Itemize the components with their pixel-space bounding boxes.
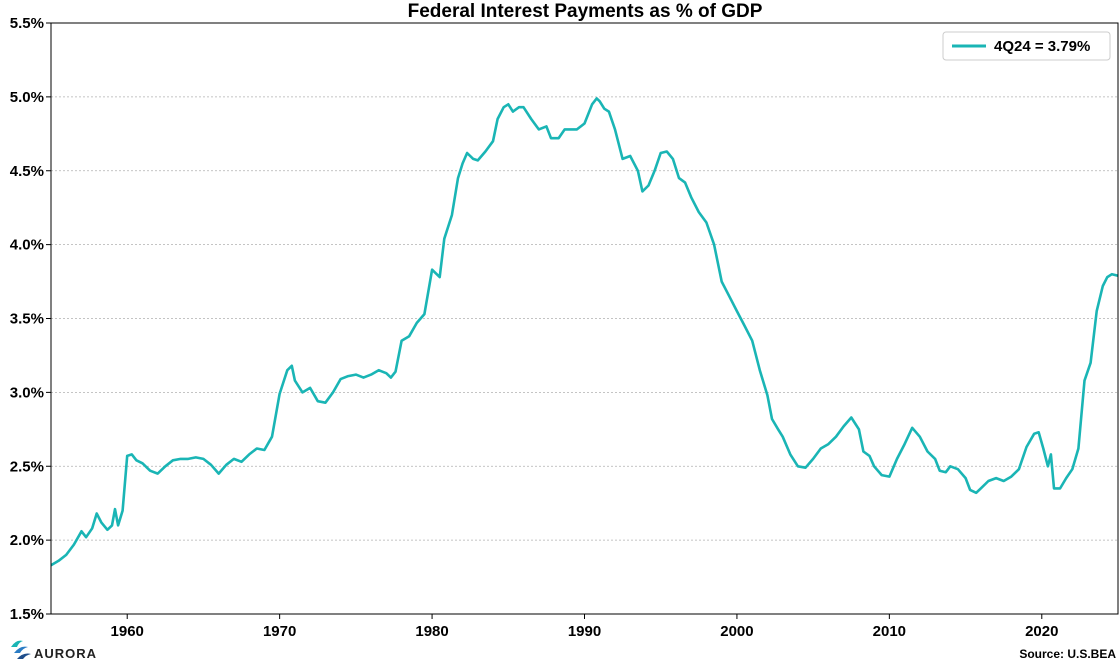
legend-label: 4Q24 = 3.79% — [994, 38, 1090, 55]
y-axis: 1.5% 2.0% 2.5% 3.0% 3.5% 4.0% 4.5% 5.0% 5.5% — [10, 15, 51, 623]
y-tick-label: 1.5% — [10, 606, 44, 623]
y-tick-label: 3.0% — [10, 384, 44, 401]
aurora-brand: AURORA — [11, 640, 97, 661]
gridlines — [51, 22, 1118, 615]
x-tick-label: 1970 — [263, 623, 296, 640]
x-tick-label: 1990 — [568, 623, 601, 640]
legend: 4Q24 = 3.79% — [942, 31, 1111, 61]
y-tick-label: 2.5% — [10, 458, 44, 475]
y-tick-label: 3.5% — [10, 311, 44, 328]
x-axis: 1960 1970 1980 1990 2000 2010 2020 — [111, 614, 1058, 640]
y-tick-label: 5.5% — [10, 15, 44, 32]
chart-title: Federal Interest Payments as % of GDP — [408, 1, 763, 22]
y-tick-label: 4.5% — [10, 163, 44, 180]
x-tick-label: 2000 — [720, 623, 753, 640]
x-tick-label: 1980 — [415, 623, 448, 640]
y-tick-label: 4.0% — [10, 237, 44, 254]
legend-box — [942, 31, 1111, 61]
y-tick-label: 2.0% — [10, 532, 44, 549]
series-line — [51, 97, 1118, 567]
brand-name: AURORA — [34, 646, 97, 661]
aurora-logo-icon — [11, 640, 31, 659]
x-tick-label: 1960 — [111, 623, 144, 640]
y-tick-label: 5.0% — [10, 89, 44, 106]
x-tick-label: 2020 — [1025, 623, 1058, 640]
x-tick-label: 2010 — [873, 623, 906, 640]
source-note: Source: U.S.BEA — [1019, 647, 1116, 661]
series-layer — [51, 97, 1118, 567]
